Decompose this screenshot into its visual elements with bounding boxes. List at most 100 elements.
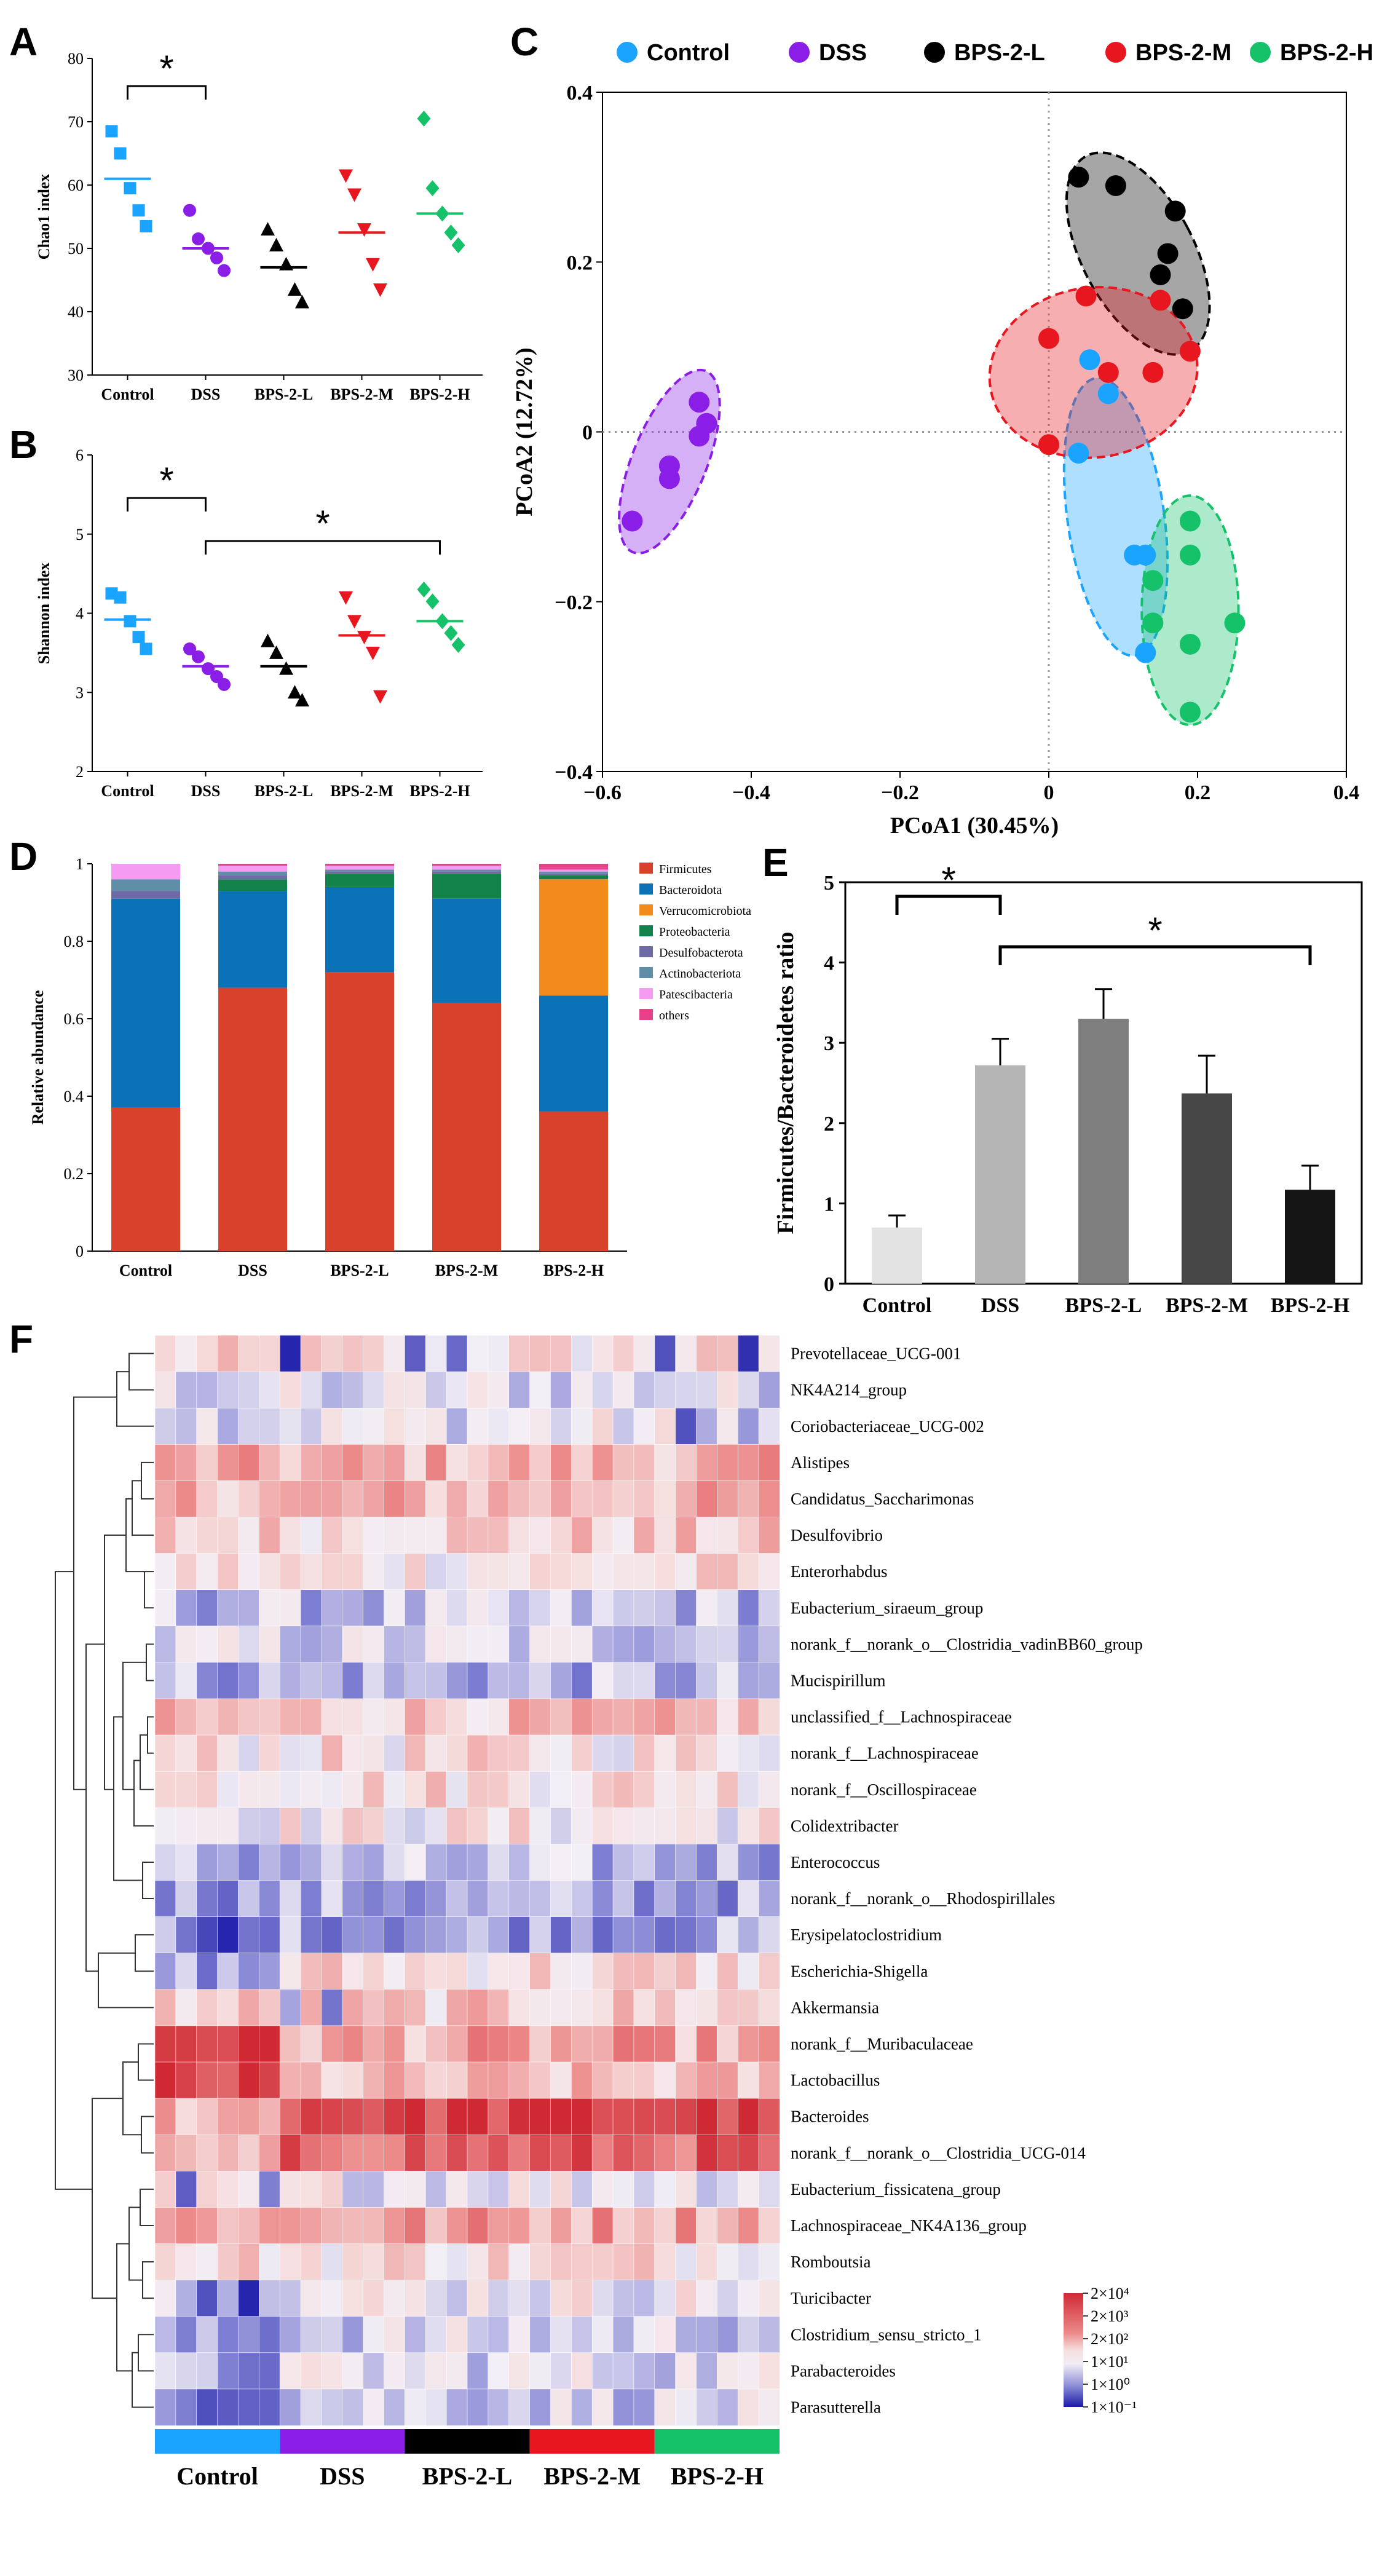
heatmap-cell	[321, 1407, 343, 1445]
heatmap-cell	[633, 2207, 655, 2245]
heatmap-cell	[259, 1371, 281, 1409]
heatmap-cell	[633, 1880, 655, 1918]
heatmap-cell	[342, 1444, 364, 1482]
heatmap-cell	[591, 2025, 614, 2063]
heatmap-cell	[612, 1335, 634, 1372]
heatmap-cell	[154, 2207, 176, 2245]
heatmap-cell	[550, 2352, 572, 2390]
heatmap-cell	[217, 1808, 239, 1845]
heatmap-cell	[175, 1589, 197, 1627]
heatmap-cell	[696, 1916, 718, 1954]
heatmap-cell	[654, 2207, 676, 2245]
heatmap-cell	[446, 1880, 468, 1918]
heatmap-cell	[675, 1589, 697, 1627]
heatmap-cell	[279, 1989, 301, 2026]
heatmap-cell	[279, 1808, 301, 1845]
heatmap-cell	[342, 2352, 364, 2390]
heatmap-cell	[321, 1734, 343, 1772]
heatmap-cell	[175, 1517, 197, 1554]
heatmap-cell	[405, 1371, 427, 1409]
heatmap-cell	[342, 2171, 364, 2208]
heatmap-cell	[405, 2098, 427, 2136]
heatmap-cell	[696, 2061, 718, 2099]
heatmap-cell	[154, 2388, 176, 2426]
heatmap-cell	[591, 1844, 614, 1881]
heatmap-cell	[342, 2098, 364, 2136]
x-tick-label: 0.4	[1333, 781, 1360, 804]
dendrogram-branch	[85, 1643, 105, 1972]
heatmap-cell	[550, 1734, 572, 1772]
heatmap-cell	[259, 1734, 281, 1772]
heatmap-cell	[717, 2134, 739, 2172]
significance-bracket	[895, 895, 1002, 915]
heatmap-cell	[591, 1808, 614, 1845]
heatmap-cell	[571, 1880, 593, 1918]
heatmap-cell	[737, 2316, 759, 2353]
heatmap-cell	[279, 1771, 301, 1809]
panel-b-shannon: 2 3 4 5 6 Shannon index Control DSS BPS-2-L BPS-2…	[35, 446, 483, 800]
heatmap-cell	[550, 2098, 572, 2136]
heatmap-cell	[529, 2243, 551, 2281]
heatmap-cell	[321, 1335, 343, 1372]
data-point	[132, 204, 145, 217]
heatmap-cell	[591, 2316, 614, 2353]
data-point	[1075, 285, 1097, 307]
heatmap-cell	[279, 1880, 301, 1918]
heatmap-cell	[196, 1553, 218, 1590]
significance-bracket	[127, 497, 207, 512]
data-point	[1097, 362, 1119, 383]
data-point	[417, 110, 431, 127]
heatmap-cell	[217, 2243, 239, 2281]
heatmap-cell	[384, 1953, 406, 1990]
heatmap-row-label: Mucispirillum	[791, 1671, 886, 1689]
heatmap-cell	[529, 1880, 551, 1918]
heatmap-cell	[488, 2352, 510, 2390]
significance-star: *	[159, 48, 173, 89]
heatmap-row-label: Coriobacteriaceae_UCG-002	[791, 1417, 984, 1436]
heatmap-cell	[196, 1517, 218, 1554]
heatmap-cell	[488, 2061, 510, 2099]
heatmap-cell	[425, 2316, 447, 2353]
heatmap-cell	[425, 1916, 447, 1954]
dendrogram-branch	[55, 1571, 92, 2190]
heatmap-cell	[571, 2061, 593, 2099]
heatmap-cell	[259, 1480, 281, 1518]
heatmap-cell	[488, 1444, 510, 1482]
heatmap-cell	[154, 1371, 176, 1409]
heatmap-cell	[717, 1517, 739, 1554]
heatmap-cell	[737, 1771, 759, 1809]
heatmap-cell	[300, 1662, 322, 1699]
heatmap-cell	[737, 1880, 759, 1918]
stacked-bar-segment	[218, 891, 287, 988]
heatmap-cell	[717, 1808, 739, 1845]
heatmap-cell	[696, 2098, 718, 2136]
heatmap-cell	[696, 1953, 718, 1990]
heatmap-cell	[446, 2171, 468, 2208]
heatmap-cell	[550, 1589, 572, 1627]
heatmap-cell	[737, 2134, 759, 2172]
heatmap-cell	[321, 2061, 343, 2099]
heatmap-cell	[217, 1553, 239, 1590]
heatmap-cell	[758, 2388, 780, 2426]
heatmap-cell	[633, 2316, 655, 2353]
y-tick-label: 50	[68, 240, 84, 258]
heatmap-cell	[488, 1880, 510, 1918]
heatmap-cell	[737, 1844, 759, 1881]
heatmap-cell	[675, 1844, 697, 1881]
heatmap-cell	[363, 1517, 385, 1554]
heatmap-cell	[675, 2316, 697, 2353]
data-point	[124, 615, 136, 628]
heatmap-cell	[363, 1916, 385, 1954]
group-color-bar	[155, 2429, 280, 2454]
data-point	[1038, 328, 1059, 349]
heatmap-cell	[612, 2316, 634, 2353]
heatmap-cell	[654, 1734, 676, 1772]
heatmap-cell	[717, 1480, 739, 1518]
data-point	[366, 646, 380, 660]
heatmap-cell	[279, 1626, 301, 1663]
heatmap-cell	[508, 1734, 531, 1772]
heatmap-cell	[300, 2171, 322, 2208]
significance-star: *	[941, 859, 955, 901]
heatmap-cell	[717, 1844, 739, 1881]
heatmap-cell	[238, 1989, 260, 2026]
